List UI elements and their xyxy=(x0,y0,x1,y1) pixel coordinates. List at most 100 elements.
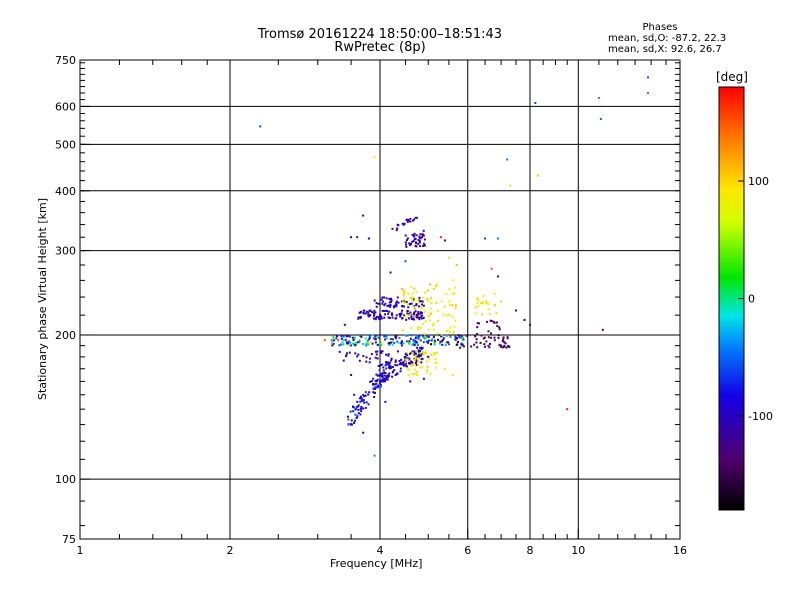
data-point xyxy=(408,342,411,345)
data-point xyxy=(646,76,649,79)
data-point xyxy=(400,340,403,343)
data-point xyxy=(449,330,452,333)
data-point xyxy=(493,304,496,307)
data-point xyxy=(405,365,408,368)
data-point xyxy=(488,312,491,315)
data-point xyxy=(377,335,380,338)
data-point xyxy=(412,350,415,353)
data-point xyxy=(420,311,423,314)
data-point xyxy=(426,342,429,345)
data-point xyxy=(332,337,335,340)
data-point xyxy=(496,237,499,240)
data-point xyxy=(498,343,501,346)
data-point xyxy=(372,317,375,320)
data-point xyxy=(365,341,368,344)
data-point xyxy=(414,352,417,355)
data-point xyxy=(446,341,449,344)
data-point xyxy=(405,300,408,303)
data-point xyxy=(387,304,390,307)
data-point xyxy=(500,300,503,303)
data-point xyxy=(443,239,446,242)
data-point xyxy=(413,368,416,371)
data-point xyxy=(383,374,386,377)
data-point xyxy=(380,385,383,388)
data-point xyxy=(402,361,405,364)
data-point xyxy=(342,338,345,341)
data-point xyxy=(434,361,437,364)
data-point xyxy=(384,364,387,367)
data-point xyxy=(476,302,479,305)
data-point xyxy=(492,320,495,323)
data-point xyxy=(419,316,422,319)
data-point xyxy=(344,338,347,341)
data-point xyxy=(342,359,345,362)
data-point xyxy=(394,363,397,366)
data-point xyxy=(360,405,363,408)
data-point xyxy=(373,156,376,159)
data-point xyxy=(402,329,405,332)
data-point xyxy=(411,343,414,346)
data-point xyxy=(441,339,444,342)
data-point xyxy=(384,378,387,381)
data-point xyxy=(431,324,434,327)
data-point xyxy=(381,350,384,353)
data-point xyxy=(445,293,448,296)
data-point xyxy=(455,263,458,266)
data-point xyxy=(490,267,493,270)
data-point xyxy=(452,330,455,333)
data-point xyxy=(358,359,361,362)
data-point xyxy=(373,396,376,399)
data-point xyxy=(357,317,360,320)
data-point xyxy=(421,300,424,303)
data-point xyxy=(382,300,385,303)
data-point xyxy=(456,337,459,340)
y-tick-label: 500 xyxy=(55,138,76,151)
data-point xyxy=(497,334,500,337)
y-tick-label: 75 xyxy=(62,533,76,546)
data-point xyxy=(408,340,411,343)
data-point xyxy=(396,223,399,226)
data-point xyxy=(496,321,499,324)
data-point xyxy=(445,334,448,337)
data-point xyxy=(356,341,359,344)
data-point xyxy=(462,336,465,339)
data-point xyxy=(340,343,343,346)
data-point xyxy=(382,310,385,313)
data-point xyxy=(404,302,407,305)
data-point xyxy=(449,326,452,329)
data-point xyxy=(485,300,488,303)
data-point xyxy=(416,313,419,316)
data-point xyxy=(501,340,504,343)
data-point xyxy=(354,341,357,344)
data-point xyxy=(415,350,418,353)
data-point xyxy=(356,355,359,358)
data-point xyxy=(413,235,416,238)
data-point xyxy=(401,362,404,365)
data-point xyxy=(411,292,414,295)
data-point xyxy=(394,337,397,340)
data-point xyxy=(385,297,388,300)
data-point xyxy=(432,322,435,325)
data-point xyxy=(371,311,374,314)
data-point xyxy=(259,125,262,128)
data-point xyxy=(410,351,413,354)
data-point xyxy=(406,237,409,240)
data-point xyxy=(367,393,370,396)
data-point xyxy=(506,337,509,340)
data-point xyxy=(389,303,392,306)
data-point xyxy=(394,360,397,363)
data-point xyxy=(415,370,418,373)
data-point xyxy=(351,336,354,339)
data-point xyxy=(407,358,410,361)
data-point xyxy=(365,356,368,359)
data-point xyxy=(454,304,457,307)
data-point xyxy=(417,349,420,352)
data-point xyxy=(412,343,415,346)
data-point xyxy=(416,328,419,331)
data-point xyxy=(376,350,379,353)
data-point xyxy=(404,353,407,356)
data-point xyxy=(384,377,387,380)
data-point xyxy=(496,324,499,327)
data-point xyxy=(406,314,409,317)
